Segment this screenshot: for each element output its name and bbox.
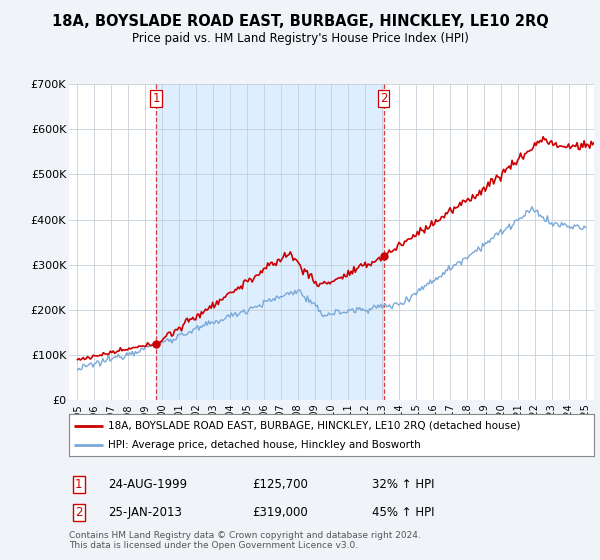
Text: £319,000: £319,000	[252, 506, 308, 519]
Text: 1: 1	[152, 92, 160, 105]
Text: 25-JAN-2013: 25-JAN-2013	[108, 506, 182, 519]
Text: 24-AUG-1999: 24-AUG-1999	[108, 478, 187, 491]
Text: Price paid vs. HM Land Registry's House Price Index (HPI): Price paid vs. HM Land Registry's House …	[131, 32, 469, 45]
Text: HPI: Average price, detached house, Hinckley and Bosworth: HPI: Average price, detached house, Hinc…	[109, 440, 421, 450]
Text: 18A, BOYSLADE ROAD EAST, BURBAGE, HINCKLEY, LE10 2RQ: 18A, BOYSLADE ROAD EAST, BURBAGE, HINCKL…	[52, 14, 548, 29]
Text: 32% ↑ HPI: 32% ↑ HPI	[372, 478, 434, 491]
Text: 2: 2	[75, 506, 83, 519]
Text: 45% ↑ HPI: 45% ↑ HPI	[372, 506, 434, 519]
Text: 2: 2	[380, 92, 387, 105]
Text: Contains HM Land Registry data © Crown copyright and database right 2024.
This d: Contains HM Land Registry data © Crown c…	[69, 530, 421, 550]
Text: £125,700: £125,700	[252, 478, 308, 491]
Text: 18A, BOYSLADE ROAD EAST, BURBAGE, HINCKLEY, LE10 2RQ (detached house): 18A, BOYSLADE ROAD EAST, BURBAGE, HINCKL…	[109, 421, 521, 431]
Bar	[156, 84, 383, 400]
Text: 1: 1	[75, 478, 83, 491]
